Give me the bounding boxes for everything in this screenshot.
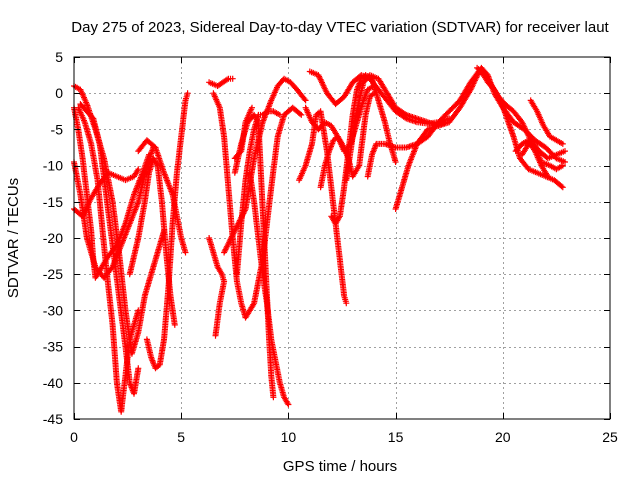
axis-ticks bbox=[74, 57, 611, 420]
y-tick-label: -30 bbox=[43, 302, 63, 318]
x-tick-label: 20 bbox=[495, 429, 511, 445]
data-point bbox=[544, 173, 551, 180]
data-point bbox=[182, 249, 189, 256]
data-point bbox=[285, 401, 292, 408]
x-tick-label: 25 bbox=[602, 429, 618, 445]
series-10 bbox=[206, 235, 228, 339]
data-point bbox=[184, 90, 191, 97]
series-23 bbox=[343, 72, 448, 184]
data-point bbox=[302, 97, 309, 104]
data-point bbox=[171, 321, 178, 328]
y-tick-label: 5 bbox=[55, 49, 63, 65]
series-12 bbox=[210, 90, 305, 321]
y-tick-label: -10 bbox=[43, 158, 63, 174]
series-9 bbox=[135, 137, 189, 256]
data-point bbox=[562, 159, 568, 165]
data-markers bbox=[71, 64, 568, 415]
data-point bbox=[135, 166, 142, 173]
y-tick-label: -5 bbox=[51, 121, 64, 137]
series-11 bbox=[206, 75, 236, 89]
y-tick-label: -20 bbox=[43, 230, 63, 246]
series-25 bbox=[392, 68, 568, 212]
data-point bbox=[559, 184, 566, 191]
data-marker bbox=[297, 110, 303, 117]
x-tick-label: 10 bbox=[281, 429, 297, 445]
data-point bbox=[135, 307, 142, 314]
data-point bbox=[135, 365, 142, 372]
data-point bbox=[212, 332, 219, 339]
data-point bbox=[229, 75, 236, 82]
y-tick-label: -15 bbox=[43, 194, 63, 210]
y-axis-label: SDTVAR / TECUs bbox=[5, 178, 22, 298]
data-point bbox=[343, 300, 350, 307]
data-marker bbox=[237, 149, 244, 156]
data-point bbox=[249, 104, 255, 111]
data-marker bbox=[558, 183, 565, 190]
data-point bbox=[270, 394, 277, 401]
series-7 bbox=[126, 155, 178, 328]
series-8 bbox=[143, 90, 191, 372]
series-29 bbox=[512, 137, 551, 180]
series-15 bbox=[221, 75, 309, 256]
y-tick-label: -45 bbox=[43, 411, 63, 427]
y-tick-label: -25 bbox=[43, 266, 63, 282]
series-16 bbox=[231, 104, 255, 162]
tick-labels: 0 5 10 15 20 25 5 0 -5 -10 -15 -20 -25 -30 -35 -40 -45 bbox=[43, 49, 618, 445]
data-point bbox=[559, 140, 566, 147]
y-tick-label: -40 bbox=[43, 375, 63, 391]
series-17 bbox=[246, 169, 292, 408]
data-point bbox=[298, 111, 305, 118]
y-tick-label: 0 bbox=[55, 85, 63, 101]
data-point bbox=[559, 162, 566, 169]
x-tick-label: 15 bbox=[388, 429, 404, 445]
x-tick-label: 0 bbox=[70, 429, 78, 445]
data-marker bbox=[301, 96, 308, 103]
chart-title: Day 275 of 2023, Sidereal Day-to-day VTE… bbox=[71, 19, 609, 36]
series-28 bbox=[527, 97, 566, 147]
x-axis-label: GPS time / hours bbox=[283, 458, 397, 475]
series-18 bbox=[296, 108, 350, 307]
series-5 bbox=[77, 101, 142, 397]
data-point bbox=[392, 159, 399, 165]
data-point bbox=[562, 148, 568, 155]
data-point bbox=[276, 111, 283, 118]
y-tick-label: -35 bbox=[43, 339, 63, 355]
x-tick-label: 5 bbox=[177, 429, 185, 445]
series-6 bbox=[71, 144, 157, 281]
